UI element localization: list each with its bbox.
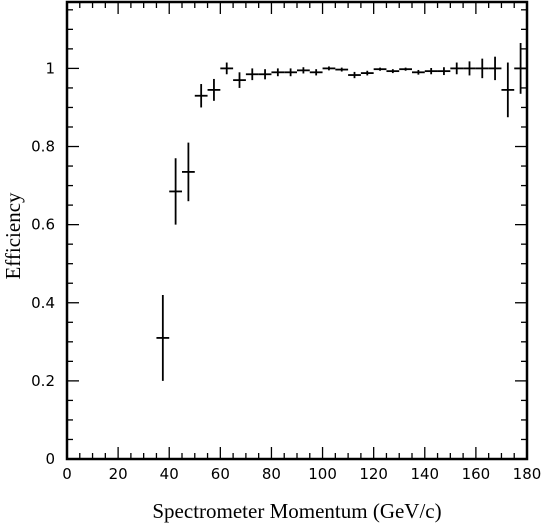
x-tick-label: 120 <box>359 465 388 483</box>
data-point <box>182 142 195 202</box>
y-tick-label: 0 <box>45 450 55 468</box>
data-point <box>463 61 476 76</box>
data-point <box>322 66 336 71</box>
y-axis-label: Efficiency <box>1 192 25 280</box>
data-series <box>156 43 527 381</box>
y-tick-label: 0.4 <box>31 294 55 312</box>
x-tick-label: 60 <box>211 465 230 483</box>
data-point <box>207 78 221 101</box>
x-tick-label: 140 <box>410 465 439 483</box>
data-point <box>475 58 489 79</box>
x-tick-label: 160 <box>462 465 491 483</box>
data-point <box>386 69 400 74</box>
axis-tick-labels: 0 20 40 60 80 100 120 140 160 180 0 0.2 0.4 0.6 0.8 1 <box>31 59 541 483</box>
data-point <box>373 67 387 71</box>
data-point <box>399 67 412 71</box>
axis-ticks <box>66 2 528 460</box>
x-tick-label: 0 <box>62 465 72 483</box>
data-point <box>284 68 297 77</box>
data-point <box>233 72 246 88</box>
data-point <box>514 43 527 94</box>
data-point <box>245 68 259 81</box>
data-point <box>194 84 208 108</box>
y-tick-label: 1 <box>45 59 55 77</box>
data-point <box>437 67 451 76</box>
data-point <box>501 62 515 118</box>
x-tick-label: 80 <box>262 465 281 483</box>
data-point <box>220 62 234 75</box>
x-tick-label: 100 <box>308 465 337 483</box>
data-point <box>156 294 170 381</box>
x-tick-label: 180 <box>513 465 542 483</box>
data-point <box>488 56 502 81</box>
data-point <box>271 68 285 77</box>
x-axis-label: Spectrometer Momentum (GeV/c) <box>152 499 441 523</box>
data-point <box>258 69 272 80</box>
x-tick-label: 40 <box>160 465 179 483</box>
data-point <box>348 71 361 79</box>
data-point <box>360 70 374 76</box>
y-tick-label: 0.8 <box>31 138 55 156</box>
y-tick-label: 0.2 <box>31 372 55 390</box>
data-point <box>424 68 438 75</box>
y-tick-label: 0.6 <box>31 216 55 234</box>
data-point <box>309 69 323 76</box>
data-point <box>450 62 464 75</box>
data-point <box>335 67 349 72</box>
data-point <box>169 158 182 225</box>
data-point <box>412 69 425 75</box>
x-tick-label: 20 <box>109 465 128 483</box>
data-point <box>297 67 310 74</box>
